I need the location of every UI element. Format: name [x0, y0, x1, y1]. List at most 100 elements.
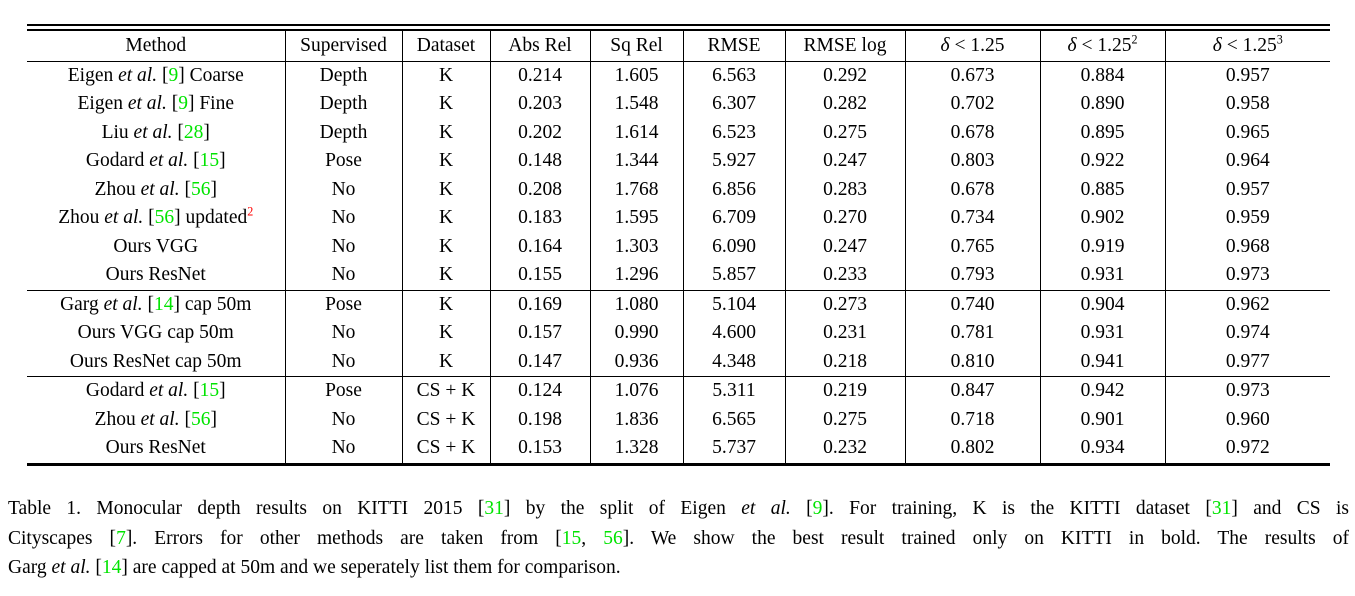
- supervised-cell: No: [284, 261, 402, 290]
- metric-cell: 6.307: [682, 90, 785, 119]
- metric-cell: 0.718: [904, 405, 1040, 434]
- text-segment: et al.: [140, 178, 180, 200]
- text-segment: Ours VGG: [113, 235, 199, 257]
- text-segment: [: [188, 150, 200, 171]
- method-cell: Ours ResNet: [27, 434, 285, 464]
- metric-cell: 0.169: [489, 289, 590, 319]
- dataset-cell: K: [401, 204, 490, 233]
- results-table: Method Supervised Dataset Abs Rel Sq Rel…: [27, 29, 1330, 466]
- supervised-cell: No: [284, 405, 402, 434]
- supervised-cell: No: [284, 347, 402, 377]
- metric-cell: 0.972: [1164, 434, 1330, 464]
- dataset-cell: CS + K: [401, 434, 490, 464]
- metric-cell: 0.292: [784, 61, 905, 90]
- header-row: Method Supervised Dataset Abs Rel Sq Rel…: [27, 30, 1330, 62]
- text-segment: Eigen: [67, 64, 119, 86]
- dataset-cell: K: [401, 61, 490, 90]
- metric-cell: 0.931: [1039, 261, 1165, 290]
- text-segment: [: [157, 64, 169, 86]
- metric-cell: 0.247: [784, 147, 905, 176]
- metric-cell: 0.960: [1164, 405, 1330, 434]
- metric-cell: 0.157: [489, 319, 590, 348]
- text-segment: [: [179, 408, 191, 430]
- text-segment: ] by the split of Eigen: [503, 498, 742, 519]
- text-segment: Ours ResNet cap 50m: [69, 350, 242, 372]
- dataset-cell: CS + K: [401, 376, 490, 406]
- method-cell: Garg et al. [14] cap 50m: [27, 289, 285, 319]
- table-row: Ours VGG cap 50m No K 0.157 0.990 4.600 0.231 0…: [27, 319, 1330, 348]
- text-segment: ]. We show the best result trained only …: [622, 527, 1350, 549]
- text-segment: et al.: [149, 380, 189, 401]
- metric-cell: 5.311: [682, 376, 785, 406]
- metric-cell: 0.275: [784, 405, 905, 434]
- metric-cell: 5.857: [682, 261, 785, 290]
- text-segment: et al.: [118, 64, 158, 86]
- col-header-dataset: Dataset: [401, 30, 490, 62]
- metric-cell: 0.936: [589, 347, 683, 377]
- text-segment: Liu: [101, 121, 134, 143]
- citation-ref: 31: [1211, 498, 1232, 519]
- supervised-cell: No: [284, 204, 402, 233]
- metric-cell: 0.931: [1039, 319, 1165, 348]
- method-cell: Zhou et al. [56]: [27, 176, 285, 205]
- text-segment: et al.: [51, 557, 91, 578]
- col-header-sq-rel: Sq Rel: [589, 30, 683, 62]
- text-segment: et al.: [104, 207, 144, 228]
- text-segment: ]: [210, 178, 217, 200]
- text-segment: Eigen: [77, 93, 128, 114]
- method-cell: Liu et al. [28]: [27, 119, 285, 148]
- metric-cell: 0.957: [1164, 175, 1330, 204]
- metric-cell: 5.927: [682, 147, 785, 176]
- table-row: Eigen et al. [9] Coarse Depth K 0.214 1.605 6…: [27, 61, 1330, 90]
- dataset-cell: K: [401, 118, 490, 147]
- caption-line: Garg et al. [14] are capped at 50m and w…: [8, 553, 1349, 583]
- text-segment: ] Fine: [187, 93, 235, 114]
- metric-cell: 0.282: [784, 90, 905, 119]
- col-header-label: Method: [125, 34, 187, 56]
- text-segment: ] Coarse: [178, 64, 244, 86]
- metric-cell: 1.328: [589, 434, 683, 464]
- text-segment: Cityscapes [: [8, 527, 117, 549]
- col-header-label: < 1.25: [949, 34, 1005, 56]
- metric-cell: 0.958: [1164, 90, 1330, 119]
- metric-cell: 1.296: [589, 261, 683, 290]
- metric-cell: 0.208: [489, 175, 590, 204]
- text-segment: Garg: [60, 293, 104, 315]
- supervised-cell: No: [284, 434, 402, 464]
- col-header-label: RMSE: [707, 34, 761, 56]
- metric-cell: 0.847: [904, 376, 1040, 406]
- method-cell: Ours ResNet: [27, 261, 285, 290]
- metric-cell: 0.922: [1039, 147, 1165, 176]
- citation-ref: 9: [178, 93, 188, 114]
- metric-cell: 4.600: [682, 319, 785, 348]
- text-segment: [: [188, 380, 200, 401]
- citation-ref: 56: [154, 207, 175, 228]
- metric-cell: 0.810: [904, 347, 1040, 377]
- metric-cell: 0.147: [489, 347, 590, 377]
- citation-ref: 31: [484, 498, 504, 519]
- citation-ref: 15: [199, 150, 220, 171]
- metric-cell: 0.198: [489, 405, 590, 434]
- table-row: Zhou et al. [56] No K 0.208 1.768 6.856 0.283 0…: [27, 175, 1330, 205]
- text-segment: et al.: [127, 93, 167, 114]
- text-segment: ]. For training, K is the KITTI dataset …: [822, 498, 1212, 519]
- text-segment: Ours VGG cap 50m: [77, 322, 234, 343]
- text-segment: et al.: [133, 121, 173, 143]
- metric-cell: 0.183: [489, 204, 590, 233]
- delta-symbol: δ: [1212, 34, 1222, 56]
- table-row: Ours ResNet No K 0.155 1.296 5.857 0.233 0.793 0…: [27, 261, 1330, 290]
- metric-cell: 5.737: [682, 434, 785, 464]
- metric-cell: 0.214: [489, 61, 590, 90]
- supervised-cell: Depth: [284, 61, 402, 90]
- col-header-label: < 1.25: [1076, 34, 1132, 56]
- text-segment: ] updated: [174, 207, 248, 228]
- supervised-cell: Pose: [284, 376, 402, 406]
- metric-cell: 0.781: [904, 319, 1040, 348]
- text-segment: ]. Errors for other methods are taken fr…: [125, 527, 562, 549]
- results-table-body: Eigen et al. [9] Coarse Depth K 0.214 1.605 6…: [27, 61, 1330, 464]
- method-cell: Eigen et al. [9] Fine: [27, 90, 285, 119]
- citation-ref: 9: [812, 498, 823, 519]
- col-header-rmse: RMSE: [682, 30, 785, 62]
- table-row: Ours ResNet No CS + K 0.153 1.328 5.737 0.232 0…: [27, 434, 1330, 464]
- col-header-label: < 1.25: [1221, 34, 1277, 56]
